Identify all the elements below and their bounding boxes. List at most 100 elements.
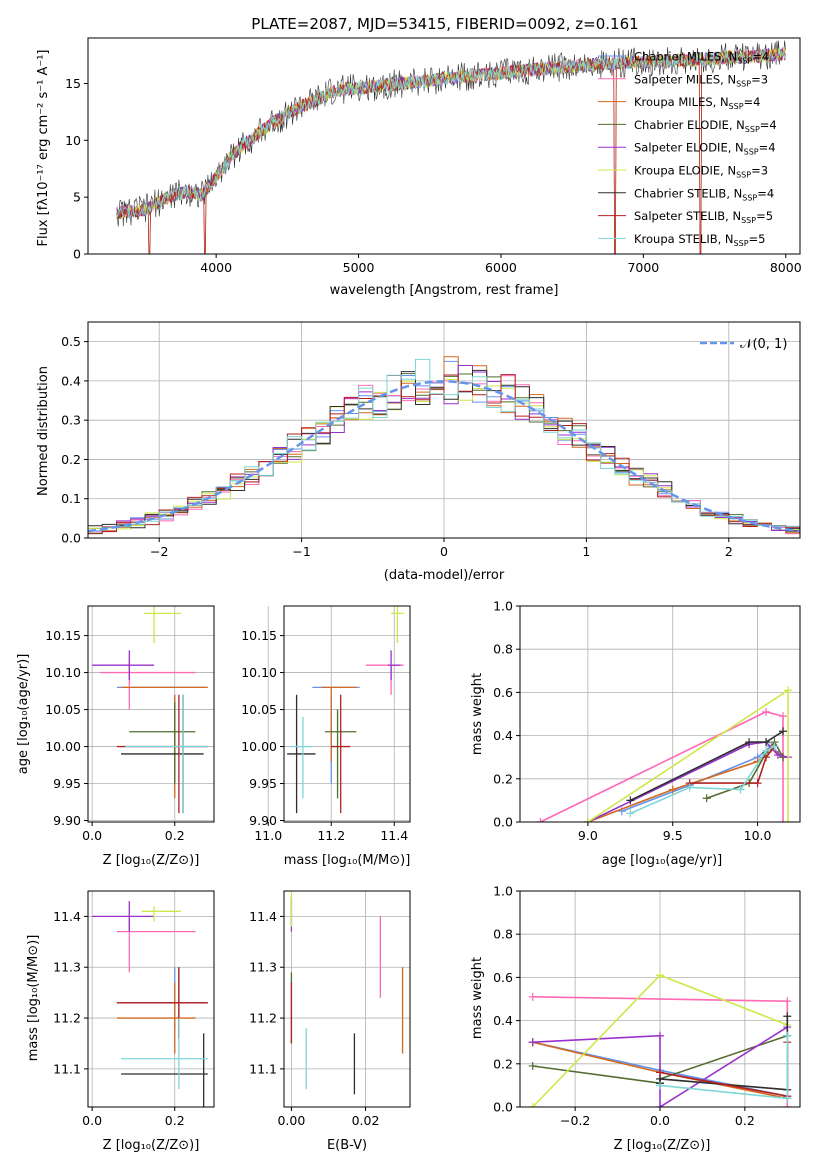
weight-marker — [656, 1031, 664, 1040]
spectrum-frame — [87, 37, 801, 255]
ebv_mass-xtick-label: 0.00 — [277, 1113, 305, 1128]
legend-label: Salpeter STELIB, NSSP=5 — [634, 209, 773, 225]
z_age-ytick-label: 10.10 — [45, 665, 81, 680]
weight-marker — [626, 796, 635, 805]
mass_age-ytick-label: 10.15 — [241, 628, 277, 643]
weight-series — [540, 710, 784, 822]
weight-marker — [762, 707, 771, 716]
histogram-xtick-label: 0 — [440, 544, 448, 559]
ebv-mass-panel: 0.00 0.02 11.1 11.2 11.3 11.4 — [249, 890, 411, 1128]
mass_age-ytick-label: 10.10 — [241, 665, 277, 680]
figure-title: PLATE=2087, MJD=53415, FIBERID=0092, z=0… — [251, 15, 638, 33]
age_weight-ytick-label: 0.0 — [493, 815, 513, 830]
spectrum-xtick-label: 5000 — [343, 260, 375, 275]
mass_age-xtick-label: 11.0 — [254, 828, 282, 843]
weight-marker — [685, 783, 694, 792]
legend-label: Kroupa MILES, NSSP=4 — [634, 95, 760, 111]
z-mass-xlabel: Z [log₁₀(Z/Z⊙)] — [103, 1138, 200, 1153]
z_weight-ytick-label: 0.6 — [493, 970, 513, 985]
z_weight-xtick-label: 0.2 — [735, 1113, 755, 1128]
weight-marker — [528, 1038, 537, 1047]
z_mass-ytick-label: 11.4 — [53, 909, 81, 924]
weight-marker — [762, 738, 771, 747]
z_age-ytick-label: 10.15 — [45, 628, 81, 643]
z-mass-panel: 0.0 0.2 11.1 11.2 11.3 11.4 — [53, 890, 215, 1128]
histogram-ytick-label: 0.5 — [61, 334, 81, 349]
age_weight-ytick-label: 0.4 — [493, 728, 513, 743]
histogram-xtick-label: 1 — [582, 544, 590, 559]
legend-label: Kroupa STELIB, NSSP=5 — [634, 232, 765, 248]
weight-marker — [583, 818, 592, 822]
age_weight-ytick-label: 1.0 — [493, 599, 513, 614]
histogram-xtick-label: 2 — [725, 544, 733, 559]
histogram-ytick-label: 0.4 — [61, 373, 81, 388]
weight-marker — [784, 686, 793, 695]
z_weight-ytick-label: 0.0 — [493, 1100, 513, 1115]
weight-marker — [736, 785, 745, 794]
age_weight-ytick-label: 0.2 — [493, 771, 513, 786]
age_weight-xtick-label: 9.5 — [663, 828, 683, 843]
ebv_mass-ytick-label: 11.3 — [249, 960, 277, 975]
histogram-ytick-label: 0.1 — [61, 491, 81, 506]
weight-marker — [783, 1094, 792, 1103]
spectrum-ylabel: Flux [fλ10⁻¹⁷ erg cm⁻² s⁻¹ A⁻¹] — [36, 50, 51, 247]
ebv-mass-xlabel: E(B-V) — [327, 1138, 367, 1153]
ebv_mass-ytick-label: 11.4 — [249, 909, 277, 924]
histogram-legend: 𝒩(0, 1) — [700, 337, 787, 352]
z_age-xtick-label: 0.0 — [82, 828, 102, 843]
weight-marker — [783, 1103, 792, 1107]
weight-marker — [770, 742, 779, 751]
z_mass-ytick-label: 11.2 — [53, 1011, 81, 1026]
spectrum-xlabel: wavelength [Angstrom, rest frame] — [330, 283, 559, 298]
ebv_mass-ytick-label: 11.1 — [249, 1061, 277, 1076]
z_age-xtick-label: 0.2 — [165, 828, 185, 843]
z_age-frame — [87, 605, 215, 823]
age-weight-ylabel: mass weight — [470, 673, 485, 755]
z-weight-xlabel: Z [log₁₀(Z/Z⊙)] — [614, 1138, 711, 1153]
legend-label: Chabrier MILES, NSSP=4 — [634, 50, 769, 66]
z_age-ytick-label: 9.95 — [53, 776, 81, 791]
mass_age-xtick-label: 11.4 — [380, 828, 408, 843]
weight-marker — [784, 818, 793, 822]
histogram-ytick-label: 0.0 — [61, 531, 81, 546]
weight-marker — [656, 1068, 664, 1077]
histogram-ylabel: Normed distribution — [36, 366, 51, 496]
histogram-frame — [87, 321, 801, 539]
histogram-xtick-label: −2 — [150, 544, 168, 559]
mass-age-panel: 11.0 11.2 11.4 9.90 9.95 10.00 10.05 10.10 10.15 — [241, 605, 411, 843]
legend-label: Kroupa ELODIE, NSSP=3 — [634, 164, 768, 180]
histogram-ytick-label: 0.2 — [61, 452, 81, 467]
weight-marker — [528, 1061, 537, 1070]
z_weight-ytick-label: 0.2 — [493, 1056, 513, 1071]
weight-marker — [668, 785, 677, 794]
mass_age-xtick-label: 11.2 — [317, 828, 345, 843]
mass_age-ytick-label: 9.95 — [249, 776, 277, 791]
weight-marker — [783, 1031, 792, 1040]
mass_age-frame — [283, 605, 411, 823]
mass-age-xlabel: mass [log₁₀(M/M⊙)] — [284, 853, 411, 868]
weight-marker — [753, 779, 762, 788]
weight-marker — [779, 727, 788, 736]
z_mass-xtick-label: 0.0 — [82, 1113, 102, 1128]
z-age-ylabel: age [log₁₀(age/yr)] — [16, 654, 31, 775]
histogram-xtick-label: −1 — [292, 544, 310, 559]
weight-marker — [528, 1103, 537, 1107]
z_mass-ytick-label: 11.3 — [53, 960, 81, 975]
residual-histogram-panel: −2 −1 0 1 2 0.0 0.1 0.2 0.3 0.4 0.5 — [61, 321, 801, 559]
spectrum-xtick-label: 8000 — [770, 260, 802, 275]
weight-marker — [779, 712, 788, 721]
z_mass-xtick-label: 0.2 — [165, 1113, 185, 1128]
z_age-ytick-label: 10.00 — [45, 739, 81, 754]
z_weight-xtick-label: 0.0 — [650, 1113, 670, 1128]
z_mass-frame — [87, 890, 215, 1108]
spectrum-xtick-label: 4000 — [200, 260, 232, 275]
weight-marker — [536, 818, 545, 822]
spectrum-series — [116, 48, 786, 220]
weight-series — [689, 745, 776, 784]
legend-label: Salpeter MILES, NSSP=3 — [634, 72, 768, 88]
z_weight-ytick-label: 1.0 — [493, 884, 513, 899]
weight-marker — [762, 746, 771, 755]
mass_age-ytick-label: 10.05 — [241, 702, 277, 717]
mass_age-ytick-label: 10.00 — [241, 739, 277, 754]
